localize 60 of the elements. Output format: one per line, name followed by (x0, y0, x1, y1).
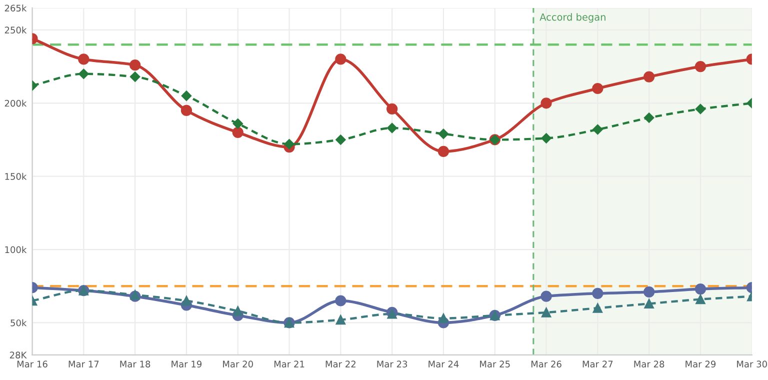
point (180, 104, 192, 116)
point (541, 133, 552, 144)
point (644, 112, 654, 123)
point (181, 90, 192, 101)
point (130, 60, 141, 71)
x-tick-label: Mar 25 (480, 360, 510, 368)
x-tick-label: Mar 30 (737, 360, 767, 368)
point (541, 308, 552, 318)
point (284, 139, 294, 150)
point (695, 104, 706, 114)
x-tick-label: Mar 23 (377, 360, 408, 368)
point (694, 60, 706, 72)
y-tick-label: 50k (10, 319, 27, 326)
point (386, 103, 398, 115)
y-tick-label: 100k (5, 246, 27, 254)
point (696, 294, 706, 304)
point (387, 309, 397, 319)
point (694, 283, 706, 295)
x-tick-label: Mar 16 (17, 360, 48, 368)
point (438, 128, 449, 139)
point (232, 118, 243, 129)
x-tick-label: Mar 19 (172, 360, 202, 368)
point (386, 122, 398, 134)
ref-line-label: Accord began (540, 13, 606, 23)
x-tick-label: Mar 21 (274, 360, 304, 368)
point (540, 290, 552, 302)
point (232, 126, 244, 138)
point (438, 146, 450, 157)
y-tick-label: 200k (4, 100, 27, 107)
point (182, 296, 192, 306)
x-tick-label: Mar 27 (582, 360, 613, 368)
point (540, 98, 552, 109)
y-tick-label: 250k (4, 26, 27, 34)
point (335, 54, 346, 65)
x-tick-label: Mar 22 (326, 360, 356, 368)
point (644, 286, 655, 298)
point (592, 82, 604, 94)
y-tick-label: 265k (4, 4, 27, 12)
point (438, 313, 448, 324)
point (592, 124, 603, 135)
point (592, 288, 604, 299)
point (336, 314, 346, 325)
point (644, 298, 654, 309)
x-tick-label: Mar 28 (634, 360, 664, 368)
point (644, 71, 655, 82)
point (78, 68, 89, 79)
point (336, 134, 346, 145)
x-tick-label: Mar 17 (68, 360, 99, 368)
y-tick-label: 150k (5, 172, 27, 180)
x-tick-label: Mar 24 (428, 360, 459, 368)
point (130, 72, 140, 82)
point (233, 306, 243, 316)
x-tick-label: Mar 26 (531, 360, 562, 368)
x-tick-label: Mar 18 (120, 360, 150, 368)
y-tick-label: 28K (10, 352, 27, 358)
x-tick-label: Mar 20 (223, 360, 253, 368)
x-tick-label: Mar 29 (686, 360, 716, 368)
point (592, 303, 603, 313)
point (78, 54, 90, 65)
point (335, 295, 346, 306)
